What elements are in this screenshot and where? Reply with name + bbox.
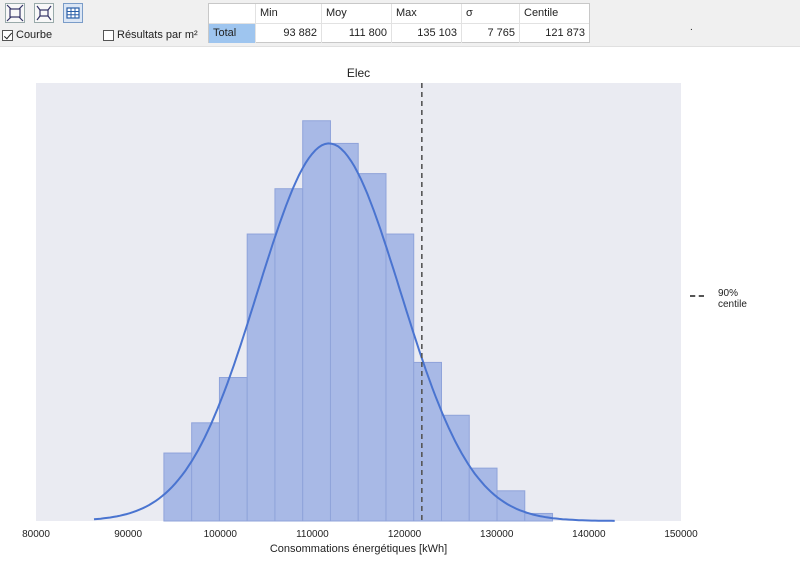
- histogram-bar: [191, 422, 220, 522]
- histogram-bar: [274, 188, 304, 522]
- x-axis-label: Consommations énergétiques [kWh]: [270, 543, 447, 555]
- x-tick-label: 80000: [22, 529, 50, 540]
- min-value: 93 882: [256, 24, 322, 43]
- histogram-bar: [413, 361, 443, 522]
- header-cell: σ: [462, 4, 520, 23]
- toolbar: Courbe Résultats par m² Min Moy Max σ Ce…: [0, 0, 800, 47]
- histogram-bar: [246, 233, 276, 522]
- header-cell: [209, 4, 256, 23]
- histogram-bar: [329, 142, 359, 522]
- zoom-reset-icon[interactable]: [34, 3, 54, 23]
- table-icon[interactable]: [63, 3, 83, 23]
- legend-dash-icon: [690, 295, 704, 297]
- x-tick-label: 100000: [204, 529, 238, 540]
- x-tick-label: 90000: [114, 529, 142, 540]
- histogram-bar: [468, 467, 498, 522]
- row-label[interactable]: Total: [209, 24, 256, 43]
- legend-label-line1: 90%: [718, 288, 739, 299]
- histogram-bars: [163, 120, 554, 522]
- distribution-curve: [93, 142, 615, 522]
- header-cell: Max: [392, 4, 462, 23]
- histogram-bar: [163, 452, 193, 522]
- x-tick-label: 130000: [480, 529, 514, 540]
- legend-label-line2: centile: [718, 299, 747, 310]
- resultats-par-m2-checkbox[interactable]: Résultats par m²: [103, 29, 198, 41]
- status-dot: .: [690, 22, 693, 33]
- courbe-checkbox[interactable]: Courbe: [2, 29, 52, 41]
- resultats-label: Résultats par m²: [117, 29, 198, 41]
- header-cell: Centile: [524, 7, 559, 19]
- histogram-bar: [357, 173, 387, 522]
- x-tick-label: 140000: [572, 529, 606, 540]
- histogram-chart: Elec 80000 90000 100000 110000 120000 130000 1…: [22, 66, 698, 555]
- legend: 90% centile: [690, 288, 747, 310]
- x-tick-label: 110000: [296, 529, 329, 540]
- zoom-fit-icon[interactable]: [5, 3, 25, 23]
- checkbox-box[interactable]: [2, 29, 13, 41]
- histogram-bar: [218, 377, 248, 522]
- histogram-bar: [385, 233, 415, 522]
- header-cell: Moy: [322, 4, 392, 23]
- x-axis-ticks: 80000 90000 100000 110000 120000 130000 140000…: [22, 529, 698, 540]
- stats-table: Min Moy Max σ Centile Total 93 882 111 8…: [208, 3, 590, 43]
- table-row[interactable]: Total 93 882 111 800 135 103 7 765 121 8…: [209, 24, 589, 43]
- header-cell: Min: [256, 4, 322, 23]
- histogram-bar: [302, 120, 331, 522]
- checkbox-box[interactable]: [103, 29, 114, 41]
- max-value: 135 103: [392, 24, 462, 43]
- sigma-value: 7 765: [462, 24, 520, 43]
- courbe-label: Courbe: [16, 29, 53, 41]
- centile-value: 121 873: [545, 27, 585, 39]
- chart-title: Elec: [347, 66, 370, 80]
- histogram-bar: [441, 414, 470, 522]
- stats-header-row: Min Moy Max σ Centile: [209, 4, 589, 24]
- x-tick-label: 150000: [664, 529, 698, 540]
- moy-value: 111 800: [322, 24, 392, 43]
- x-tick-label: 120000: [388, 529, 422, 540]
